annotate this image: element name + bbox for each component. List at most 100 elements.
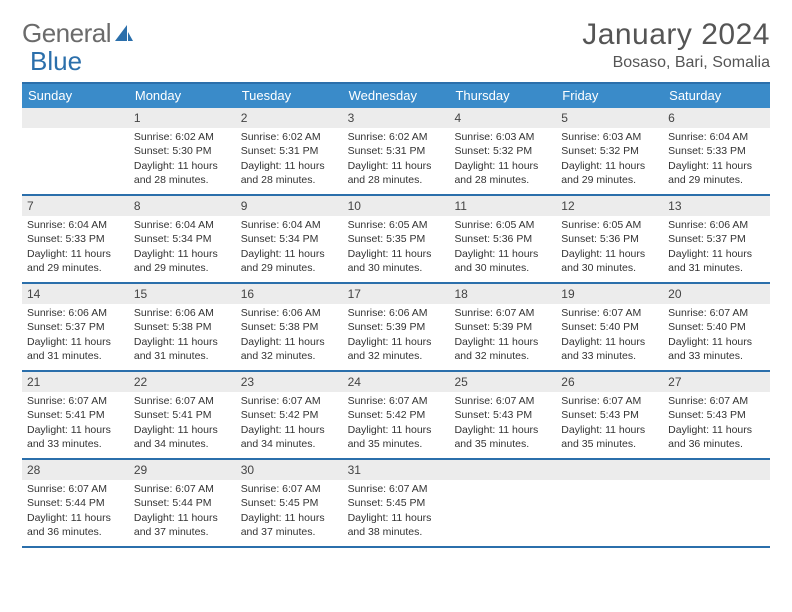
- day-cell: 30Sunrise: 6:07 AMSunset: 5:45 PMDayligh…: [236, 460, 343, 546]
- sunrise-text: Sunrise: 6:07 AM: [27, 394, 124, 408]
- day-number: 3: [343, 108, 450, 128]
- daylight-text: Daylight: 11 hours and 29 minutes.: [27, 247, 124, 275]
- day-cell: 1Sunrise: 6:02 AMSunset: 5:30 PMDaylight…: [129, 108, 236, 194]
- daylight-text: Daylight: 11 hours and 30 minutes.: [561, 247, 658, 275]
- day-number: 13: [663, 196, 770, 216]
- daylight-text: Daylight: 11 hours and 37 minutes.: [241, 511, 338, 539]
- day-number: 30: [236, 460, 343, 480]
- daylight-text: Daylight: 11 hours and 38 minutes.: [348, 511, 445, 539]
- sunset-text: Sunset: 5:43 PM: [668, 408, 765, 422]
- day-number: 12: [556, 196, 663, 216]
- week-row: 7Sunrise: 6:04 AMSunset: 5:33 PMDaylight…: [22, 196, 770, 284]
- day-cell: 29Sunrise: 6:07 AMSunset: 5:44 PMDayligh…: [129, 460, 236, 546]
- daylight-text: Daylight: 11 hours and 32 minutes.: [348, 335, 445, 363]
- day-number: 28: [22, 460, 129, 480]
- day-cell: 5Sunrise: 6:03 AMSunset: 5:32 PMDaylight…: [556, 108, 663, 194]
- sunset-text: Sunset: 5:33 PM: [668, 144, 765, 158]
- day-cell: 6Sunrise: 6:04 AMSunset: 5:33 PMDaylight…: [663, 108, 770, 194]
- sunrise-text: Sunrise: 6:07 AM: [454, 306, 551, 320]
- day-body: Sunrise: 6:07 AMSunset: 5:40 PMDaylight:…: [663, 304, 770, 367]
- sunrise-text: Sunrise: 6:07 AM: [348, 482, 445, 496]
- daylight-text: Daylight: 11 hours and 31 minutes.: [668, 247, 765, 275]
- day-cell: 24Sunrise: 6:07 AMSunset: 5:42 PMDayligh…: [343, 372, 450, 458]
- day-body: Sunrise: 6:07 AMSunset: 5:45 PMDaylight:…: [236, 480, 343, 543]
- sunset-text: Sunset: 5:43 PM: [454, 408, 551, 422]
- day-number: 10: [343, 196, 450, 216]
- day-cell: 26Sunrise: 6:07 AMSunset: 5:43 PMDayligh…: [556, 372, 663, 458]
- day-body: Sunrise: 6:07 AMSunset: 5:41 PMDaylight:…: [129, 392, 236, 455]
- sunset-text: Sunset: 5:42 PM: [348, 408, 445, 422]
- day-body: Sunrise: 6:03 AMSunset: 5:32 PMDaylight:…: [449, 128, 556, 191]
- day-body: Sunrise: 6:05 AMSunset: 5:36 PMDaylight:…: [449, 216, 556, 279]
- day-cell: 27Sunrise: 6:07 AMSunset: 5:43 PMDayligh…: [663, 372, 770, 458]
- sunset-text: Sunset: 5:39 PM: [454, 320, 551, 334]
- day-body: Sunrise: 6:02 AMSunset: 5:31 PMDaylight:…: [343, 128, 450, 191]
- day-body: Sunrise: 6:06 AMSunset: 5:37 PMDaylight:…: [663, 216, 770, 279]
- day-cell: 10Sunrise: 6:05 AMSunset: 5:35 PMDayligh…: [343, 196, 450, 282]
- sunset-text: Sunset: 5:43 PM: [561, 408, 658, 422]
- day-cell: 11Sunrise: 6:05 AMSunset: 5:36 PMDayligh…: [449, 196, 556, 282]
- day-body: Sunrise: 6:07 AMSunset: 5:42 PMDaylight:…: [343, 392, 450, 455]
- sunset-text: Sunset: 5:40 PM: [561, 320, 658, 334]
- day-cell: 25Sunrise: 6:07 AMSunset: 5:43 PMDayligh…: [449, 372, 556, 458]
- day-body: Sunrise: 6:04 AMSunset: 5:33 PMDaylight:…: [663, 128, 770, 191]
- day-body: Sunrise: 6:07 AMSunset: 5:43 PMDaylight:…: [663, 392, 770, 455]
- daylight-text: Daylight: 11 hours and 29 minutes.: [561, 159, 658, 187]
- day-number: 25: [449, 372, 556, 392]
- day-body: Sunrise: 6:07 AMSunset: 5:43 PMDaylight:…: [556, 392, 663, 455]
- sunrise-text: Sunrise: 6:04 AM: [668, 130, 765, 144]
- sunrise-text: Sunrise: 6:06 AM: [134, 306, 231, 320]
- day-number: 6: [663, 108, 770, 128]
- day-cell: 3Sunrise: 6:02 AMSunset: 5:31 PMDaylight…: [343, 108, 450, 194]
- sunset-text: Sunset: 5:41 PM: [134, 408, 231, 422]
- sunrise-text: Sunrise: 6:06 AM: [668, 218, 765, 232]
- day-number: 9: [236, 196, 343, 216]
- day-body: Sunrise: 6:04 AMSunset: 5:34 PMDaylight:…: [129, 216, 236, 279]
- logo-sail-icon: [113, 23, 135, 45]
- daylight-text: Daylight: 11 hours and 31 minutes.: [27, 335, 124, 363]
- sunrise-text: Sunrise: 6:07 AM: [348, 394, 445, 408]
- day-body: Sunrise: 6:07 AMSunset: 5:43 PMDaylight:…: [449, 392, 556, 455]
- day-cell: [663, 460, 770, 546]
- day-number: 21: [22, 372, 129, 392]
- header: General January 2024 Bosaso, Bari, Somal…: [22, 18, 770, 72]
- day-cell: 8Sunrise: 6:04 AMSunset: 5:34 PMDaylight…: [129, 196, 236, 282]
- day-body: Sunrise: 6:07 AMSunset: 5:41 PMDaylight:…: [22, 392, 129, 455]
- day-body: Sunrise: 6:07 AMSunset: 5:42 PMDaylight:…: [236, 392, 343, 455]
- sunrise-text: Sunrise: 6:07 AM: [241, 394, 338, 408]
- day-header-tuesday: Tuesday: [236, 84, 343, 108]
- daylight-text: Daylight: 11 hours and 33 minutes.: [668, 335, 765, 363]
- day-body: Sunrise: 6:07 AMSunset: 5:40 PMDaylight:…: [556, 304, 663, 367]
- day-cell: 21Sunrise: 6:07 AMSunset: 5:41 PMDayligh…: [22, 372, 129, 458]
- day-number: 15: [129, 284, 236, 304]
- day-body: Sunrise: 6:07 AMSunset: 5:44 PMDaylight:…: [129, 480, 236, 543]
- day-cell: [22, 108, 129, 194]
- day-number: 2: [236, 108, 343, 128]
- sunset-text: Sunset: 5:40 PM: [668, 320, 765, 334]
- day-body: Sunrise: 6:07 AMSunset: 5:45 PMDaylight:…: [343, 480, 450, 543]
- sunrise-text: Sunrise: 6:07 AM: [241, 482, 338, 496]
- day-header-sunday: Sunday: [22, 84, 129, 108]
- day-cell: 31Sunrise: 6:07 AMSunset: 5:45 PMDayligh…: [343, 460, 450, 546]
- sunset-text: Sunset: 5:33 PM: [27, 232, 124, 246]
- sunrise-text: Sunrise: 6:02 AM: [241, 130, 338, 144]
- daylight-text: Daylight: 11 hours and 30 minutes.: [454, 247, 551, 275]
- day-cell: 16Sunrise: 6:06 AMSunset: 5:38 PMDayligh…: [236, 284, 343, 370]
- day-body: Sunrise: 6:07 AMSunset: 5:39 PMDaylight:…: [449, 304, 556, 367]
- sunset-text: Sunset: 5:44 PM: [27, 496, 124, 510]
- sunrise-text: Sunrise: 6:07 AM: [454, 394, 551, 408]
- day-body: Sunrise: 6:03 AMSunset: 5:32 PMDaylight:…: [556, 128, 663, 191]
- day-body: Sunrise: 6:05 AMSunset: 5:36 PMDaylight:…: [556, 216, 663, 279]
- sunset-text: Sunset: 5:36 PM: [561, 232, 658, 246]
- day-body: Sunrise: 6:02 AMSunset: 5:30 PMDaylight:…: [129, 128, 236, 191]
- sunset-text: Sunset: 5:34 PM: [241, 232, 338, 246]
- daylight-text: Daylight: 11 hours and 35 minutes.: [348, 423, 445, 451]
- sunrise-text: Sunrise: 6:07 AM: [134, 394, 231, 408]
- day-number: 4: [449, 108, 556, 128]
- day-body: Sunrise: 6:05 AMSunset: 5:35 PMDaylight:…: [343, 216, 450, 279]
- sunset-text: Sunset: 5:39 PM: [348, 320, 445, 334]
- daylight-text: Daylight: 11 hours and 28 minutes.: [454, 159, 551, 187]
- daylight-text: Daylight: 11 hours and 30 minutes.: [348, 247, 445, 275]
- daylight-text: Daylight: 11 hours and 28 minutes.: [241, 159, 338, 187]
- day-number: 11: [449, 196, 556, 216]
